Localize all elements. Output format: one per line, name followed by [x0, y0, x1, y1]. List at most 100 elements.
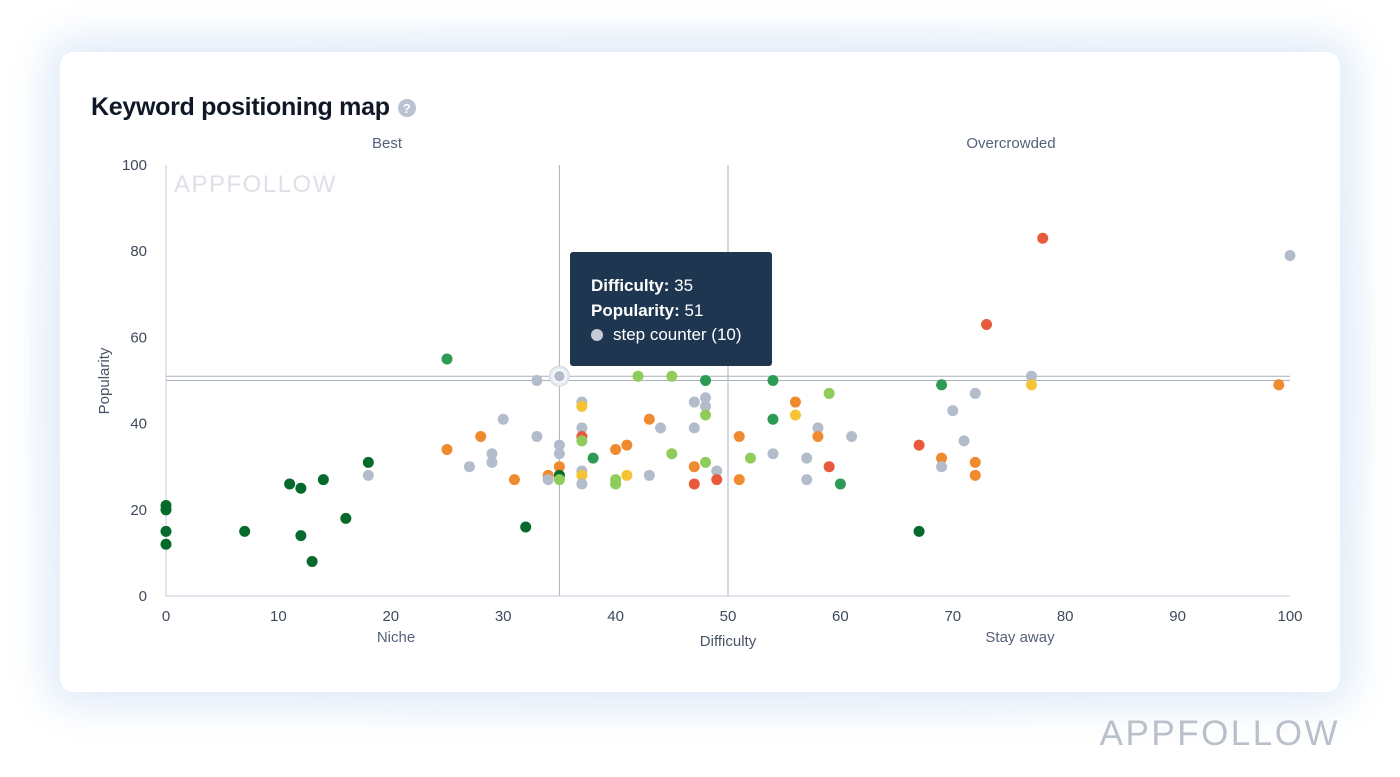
data-point [576, 400, 588, 412]
x-tick-label: 0 [162, 608, 170, 625]
data-point [610, 443, 622, 455]
data-point [823, 387, 835, 399]
data-point [1025, 379, 1037, 391]
data-point [553, 461, 565, 473]
data-point [688, 478, 700, 490]
x-axis-label: Difficulty [700, 633, 757, 650]
data-point [936, 452, 948, 464]
data-point [239, 525, 251, 537]
data-point [913, 439, 925, 451]
data-point [969, 469, 981, 481]
data-point [936, 379, 948, 391]
data-point [981, 318, 993, 330]
data-point [744, 452, 756, 464]
data-point [295, 530, 307, 542]
data-point [688, 422, 700, 434]
data-point [486, 456, 498, 468]
data-point [160, 525, 172, 537]
data-point [688, 396, 700, 408]
highlighted-point-group [548, 365, 570, 387]
data-point [1284, 250, 1296, 262]
data-point [700, 400, 712, 412]
data-point [688, 461, 700, 473]
data-point [160, 504, 172, 516]
data-point [576, 422, 588, 434]
highlighted-point [552, 369, 567, 383]
data-point [317, 474, 329, 486]
y-tick-label: 60 [130, 329, 147, 346]
axes [165, 165, 1290, 597]
data-point [576, 478, 588, 490]
data-point [441, 443, 453, 455]
data-point [160, 538, 172, 550]
data-point [542, 474, 554, 486]
tooltip-popularity-label: Popularity: [591, 300, 680, 320]
data-point [801, 452, 813, 464]
quadrant-label-stay-away: Stay away [985, 629, 1055, 646]
tooltip-popularity-value: 51 [684, 300, 704, 320]
data-point [1037, 232, 1049, 244]
data-point [700, 375, 712, 386]
y-tick-label: 20 [130, 502, 147, 519]
data-point [475, 431, 487, 443]
y-tick-label: 80 [130, 243, 147, 260]
tooltip-popularity-row: Popularity: 51 [591, 299, 772, 324]
data-point [1273, 379, 1285, 391]
data-point [497, 413, 509, 425]
tick-labels: 0 10 20 30 40 50 60 70 80 90 100 0 20 40 60 80 100 [122, 157, 1303, 625]
data-point [553, 439, 565, 451]
data-point [632, 370, 644, 382]
y-tick-label: 0 [139, 588, 147, 605]
data-point [789, 396, 801, 408]
data-point [711, 465, 723, 477]
x-tick-label: 100 [1277, 608, 1302, 625]
data-point [958, 435, 970, 447]
data-point [789, 409, 801, 421]
brand-watermark: APPFOLLOW [1099, 714, 1340, 753]
data-point [621, 439, 633, 451]
x-tick-label: 90 [1169, 608, 1186, 625]
data-point [284, 478, 296, 490]
title-row: Keyword positioning map ? [91, 89, 416, 125]
data-point [486, 448, 498, 460]
data-point [621, 469, 633, 481]
data-point [767, 413, 779, 425]
data-point [520, 521, 532, 533]
chart-watermark: APPFOLLOW [174, 171, 337, 198]
quadrant-label-best: Best [372, 135, 403, 152]
data-point [655, 422, 667, 434]
data-point [553, 474, 565, 486]
data-point [936, 461, 948, 473]
data-point [643, 469, 655, 481]
data-point [610, 478, 622, 490]
data-point [801, 474, 813, 486]
data-point [913, 525, 925, 537]
x-tick-label: 80 [1057, 608, 1074, 625]
question-circle-icon[interactable]: ? [397, 99, 416, 117]
data-point [508, 474, 520, 486]
data-point [767, 375, 779, 386]
data-point [812, 431, 824, 443]
data-point [553, 448, 565, 460]
data-point [295, 482, 307, 494]
data-points [160, 232, 1296, 568]
tooltip-keyword: step counter (10) [613, 325, 742, 344]
data-point [767, 448, 779, 460]
data-point [576, 469, 588, 481]
point-tooltip: Difficulty: 35 Popularity: 51 step count… [570, 252, 772, 366]
tooltip-keyword-row: step counter (10) [591, 323, 772, 348]
data-point [846, 431, 858, 443]
page-title: Keyword positioning map [91, 92, 390, 121]
data-point [587, 452, 599, 464]
x-tick-label: 30 [495, 608, 512, 625]
data-point [700, 392, 712, 404]
data-point [700, 409, 712, 421]
data-point [834, 478, 846, 490]
data-point [700, 456, 712, 468]
reference-lines [166, 165, 1290, 596]
x-tick-label: 10 [270, 608, 287, 625]
quadrant-labels: Best Overcrowded Niche Stay away [372, 135, 1056, 646]
data-point [969, 456, 981, 468]
tooltip-difficulty-value: 35 [674, 276, 694, 295]
